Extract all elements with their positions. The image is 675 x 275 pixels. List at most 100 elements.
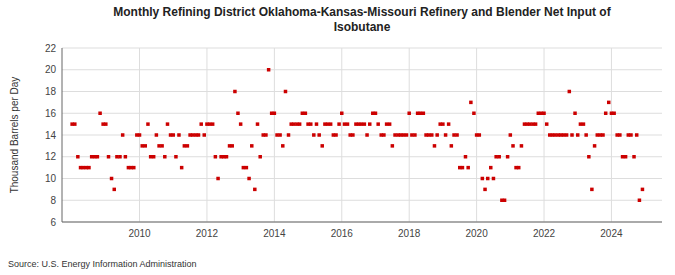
- point: [96, 155, 100, 159]
- point: [511, 144, 515, 148]
- point: [405, 133, 409, 137]
- point: [351, 133, 355, 137]
- point: [298, 122, 302, 126]
- point: [402, 133, 406, 137]
- point: [253, 188, 257, 192]
- point: [115, 155, 119, 159]
- point: [343, 122, 347, 126]
- point: [239, 122, 243, 126]
- y-tick-label: 20: [45, 64, 57, 75]
- point: [258, 155, 262, 159]
- point: [118, 155, 122, 159]
- y-grid-line: [62, 48, 662, 49]
- point: [163, 155, 167, 159]
- point: [112, 188, 116, 192]
- grid: [62, 48, 662, 222]
- point: [152, 155, 156, 159]
- point: [486, 177, 490, 181]
- point: [391, 144, 395, 148]
- point: [149, 155, 153, 159]
- point: [202, 133, 206, 137]
- y-tick-label: 6: [50, 217, 56, 228]
- point: [385, 122, 389, 126]
- point: [553, 133, 557, 137]
- point: [452, 133, 456, 137]
- point: [81, 166, 85, 170]
- point: [309, 122, 313, 126]
- point: [441, 122, 445, 126]
- x-tick-label: 2022: [533, 228, 556, 239]
- point: [576, 133, 580, 137]
- point: [171, 133, 175, 137]
- point: [315, 122, 319, 126]
- point: [517, 166, 521, 170]
- point: [584, 133, 588, 137]
- y-grid-line: [62, 222, 662, 223]
- point: [612, 112, 616, 116]
- point: [360, 122, 364, 126]
- point: [506, 155, 510, 159]
- point: [520, 144, 524, 148]
- point: [382, 133, 386, 137]
- point: [537, 112, 541, 116]
- point: [427, 133, 431, 137]
- point: [124, 155, 128, 159]
- x-tick-label: 2010: [128, 228, 151, 239]
- point: [582, 122, 586, 126]
- point: [284, 90, 288, 94]
- point: [461, 166, 465, 170]
- point: [230, 144, 234, 148]
- x-grid-line: [409, 48, 410, 222]
- point: [132, 166, 136, 170]
- point: [281, 144, 285, 148]
- point: [593, 144, 597, 148]
- point: [225, 155, 229, 159]
- x-grid-line: [206, 48, 207, 222]
- point: [98, 112, 102, 116]
- point: [528, 122, 532, 126]
- point: [481, 177, 485, 181]
- point: [430, 133, 434, 137]
- point: [568, 90, 572, 94]
- point: [618, 133, 622, 137]
- point: [447, 122, 451, 126]
- point: [233, 90, 237, 94]
- point: [478, 133, 482, 137]
- point: [250, 144, 254, 148]
- point: [76, 155, 80, 159]
- point: [211, 122, 215, 126]
- point: [466, 166, 470, 170]
- x-tick-label: 2012: [196, 228, 219, 239]
- point: [334, 133, 338, 137]
- point: [562, 133, 566, 137]
- point: [346, 122, 350, 126]
- point: [256, 122, 260, 126]
- point: [199, 122, 203, 126]
- point: [363, 122, 367, 126]
- point: [621, 155, 625, 159]
- point: [497, 155, 501, 159]
- point: [166, 122, 170, 126]
- point: [104, 122, 108, 126]
- point: [435, 133, 439, 137]
- point: [320, 144, 324, 148]
- point: [641, 188, 645, 192]
- point: [607, 101, 611, 105]
- x-tick-label: 2018: [398, 228, 421, 239]
- point: [110, 177, 114, 181]
- point: [492, 177, 496, 181]
- point: [144, 144, 148, 148]
- point: [494, 155, 498, 159]
- source: Source: U.S. Energy Information Administ…: [8, 259, 197, 269]
- point: [472, 112, 476, 116]
- y-grid-line: [62, 200, 662, 201]
- point: [273, 112, 277, 116]
- point: [340, 112, 344, 116]
- point: [601, 133, 605, 137]
- x-tick-label: 2024: [600, 228, 623, 239]
- y-axis-line: [62, 48, 63, 222]
- point: [180, 166, 184, 170]
- title: Monthly Refining District Oklahoma-Kansa…: [113, 5, 611, 34]
- point: [121, 133, 125, 137]
- point: [629, 133, 633, 137]
